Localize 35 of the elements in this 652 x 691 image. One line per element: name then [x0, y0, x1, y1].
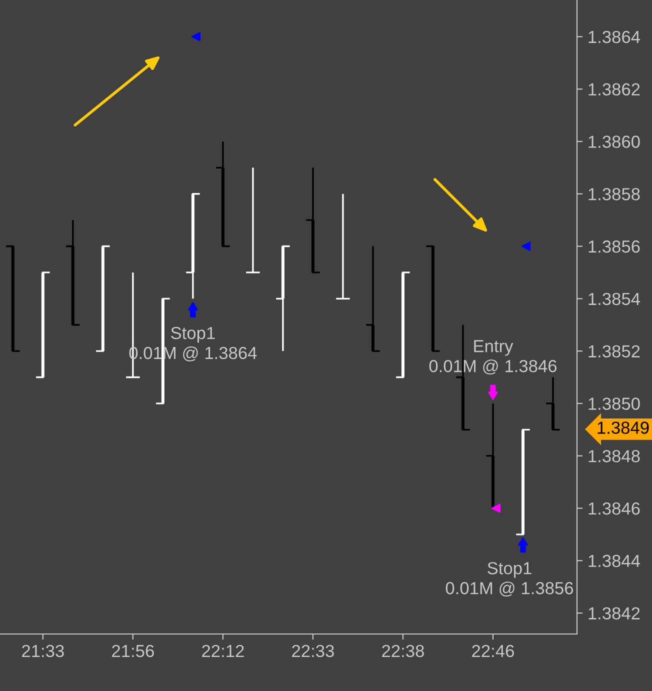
y-tick-label: 1.3844: [588, 554, 640, 568]
point: [521, 242, 530, 251]
x-tick-label: 21:33: [22, 644, 64, 658]
y-tick-label: 1.3864: [588, 30, 640, 44]
candlestick: [66, 219, 80, 326]
candlestick: [396, 272, 410, 378]
candlestick: [366, 245, 380, 352]
candlestick: [276, 245, 290, 352]
candlestick: [216, 140, 230, 248]
candlestick: [186, 193, 200, 300]
annotation: Stop1 0.01M @ 1.3856: [446, 562, 574, 597]
y-tick-label: 1.3848: [588, 450, 640, 462]
candlestick: [6, 245, 20, 352]
y-tick-label: 1.3850: [588, 398, 640, 410]
annotation: Entry 0.01M @ 1.3846: [429, 340, 557, 374]
x-tick-label: 22:33: [292, 644, 334, 658]
candlestick: [36, 272, 50, 378]
candlestick: [96, 245, 110, 352]
y-tick-label: 1.3862: [588, 83, 640, 96]
y-tick-label: 1.3854: [588, 292, 640, 306]
text: 1.3849: [598, 422, 649, 434]
y-tick-label: 1.3842: [588, 607, 640, 620]
x-tick-label: 22:46: [472, 644, 514, 658]
y-tick-label: 1.3852: [588, 345, 640, 358]
y-tick-label: 1.3856: [588, 240, 640, 253]
point: [491, 504, 500, 513]
candlestick: [306, 166, 320, 274]
x-tick-label: 22:12: [202, 644, 244, 657]
y-tick-label: 1.3846: [588, 502, 640, 515]
x-tick-label: 22:38: [382, 644, 424, 658]
x-tick-label: 21:56: [112, 644, 154, 658]
y-tick-label: 1.3858: [588, 188, 640, 200]
y-tick-label: 1.3860: [588, 136, 640, 148]
point: [191, 32, 200, 42]
candlestick: [546, 376, 560, 430]
